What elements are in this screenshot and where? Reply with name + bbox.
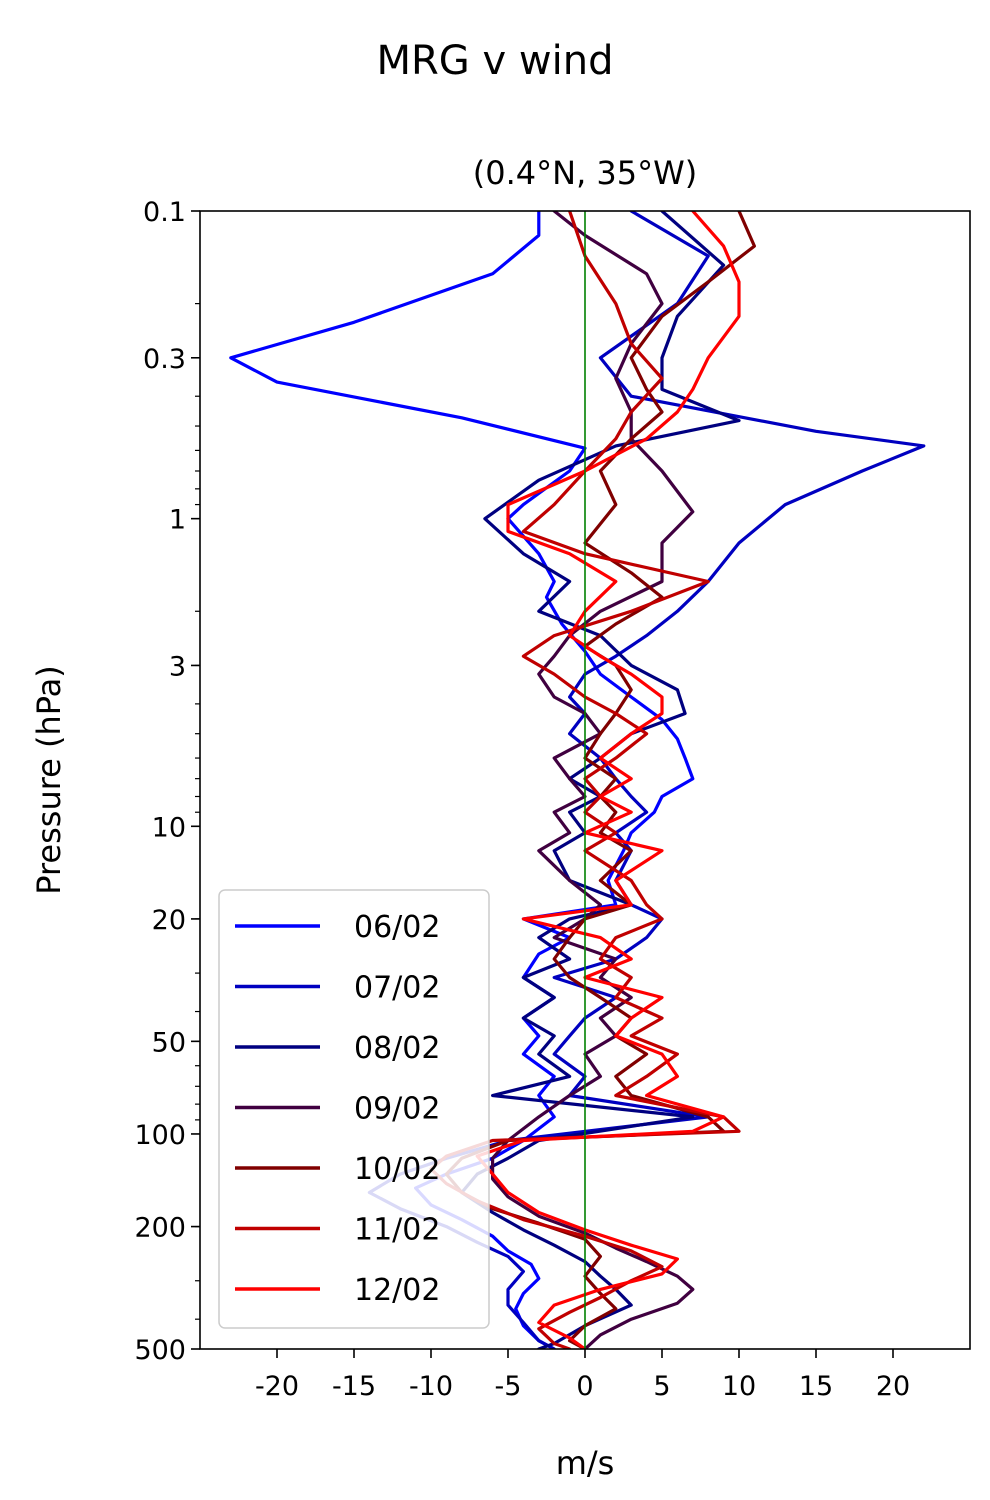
x-axis: -20 -15 -10 -5 0 5 10 15 20 — [255, 1349, 910, 1402]
legend-entries: 06/02 07/02 08/02 09/02 10/02 11/02 12/02 — [235, 910, 440, 1308]
legend-label: 11/02 — [354, 1213, 440, 1248]
y-tick-label: 0.3 — [143, 344, 186, 375]
series-line-6 — [429, 211, 741, 1349]
legend-box — [218, 889, 490, 1329]
series-line-3 — [460, 211, 741, 1349]
y-tick-label: 1 — [169, 505, 186, 536]
y-tick-label: 50 — [152, 1027, 186, 1058]
x-tick-label: -10 — [409, 1371, 453, 1402]
x-axis-label: m/s — [556, 1444, 615, 1482]
y-axis-label: Pressure (hPa) — [30, 665, 68, 895]
x-tick-label: -5 — [495, 1371, 522, 1402]
y-tick-label: 3 — [169, 651, 186, 682]
legend-label: 10/02 — [354, 1152, 440, 1187]
legend-label: 07/02 — [354, 971, 440, 1006]
legend-label: 06/02 — [354, 910, 440, 945]
x-tick-label: 15 — [799, 1371, 833, 1402]
series-line-7 — [475, 211, 741, 1349]
legend: 06/02 07/02 08/02 09/02 10/02 11/02 12/02 — [218, 889, 490, 1329]
x-tick-label: -15 — [332, 1371, 376, 1402]
chart-title: MRG v wind — [377, 38, 614, 84]
x-tick-label: 10 — [722, 1371, 756, 1402]
chart-subtitle: (0.4°N, 35°W) — [473, 154, 698, 192]
y-tick-label: 100 — [134, 1120, 186, 1151]
y-tick-label: 200 — [134, 1213, 186, 1244]
y-axis: 0.1 0.3 1 3 10 20 50 100 200 500 — [134, 197, 200, 1366]
x-tick-label: 0 — [576, 1371, 593, 1402]
x-tick-label: 20 — [876, 1371, 910, 1402]
legend-label: 08/02 — [354, 1031, 440, 1066]
x-tick-label: 5 — [653, 1371, 670, 1402]
y-tick-label: 500 — [134, 1335, 186, 1366]
y-tick-label: 10 — [152, 812, 186, 843]
legend-label: 12/02 — [354, 1273, 440, 1308]
legend-label: 09/02 — [354, 1092, 440, 1127]
y-tick-label: 0.1 — [143, 197, 186, 228]
y-tick-label: 20 — [152, 905, 186, 936]
x-tick-label: -20 — [255, 1371, 299, 1402]
plot-lines — [229, 211, 926, 1349]
